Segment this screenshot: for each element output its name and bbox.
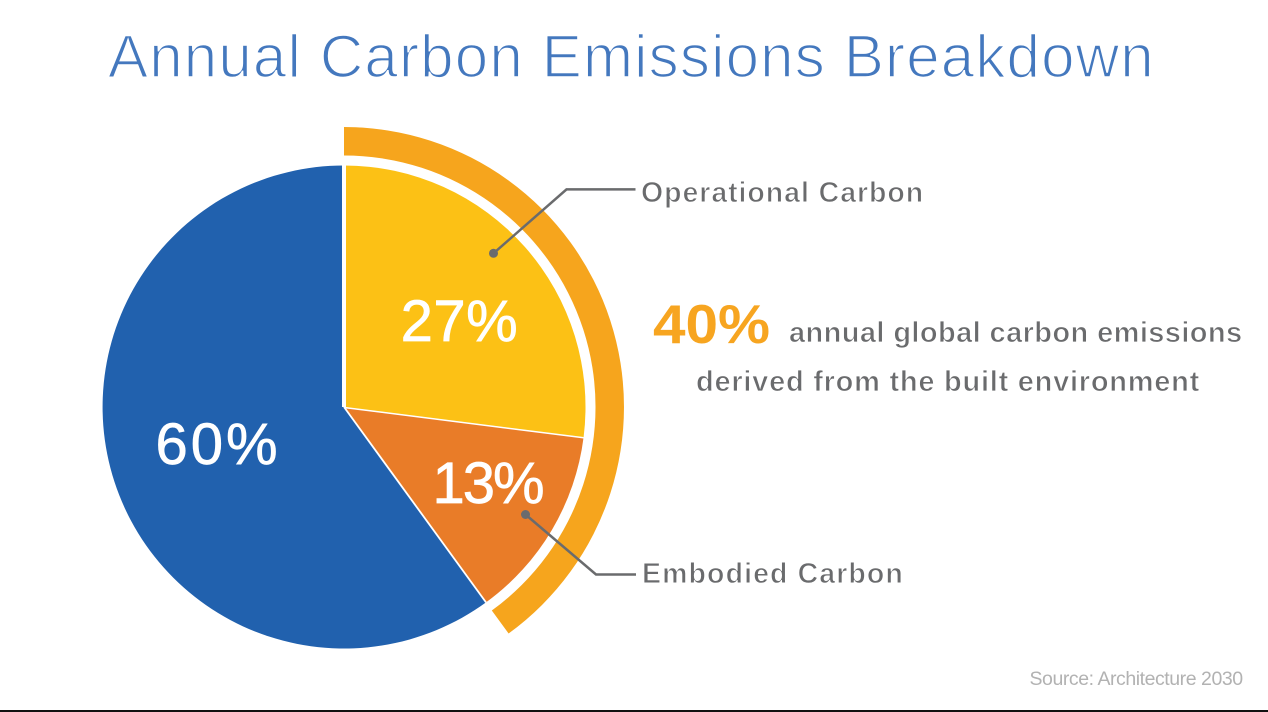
svg-text:Annual Carbon Emissions Breakd: Annual Carbon Emissions Breakdown — [108, 23, 1155, 90]
